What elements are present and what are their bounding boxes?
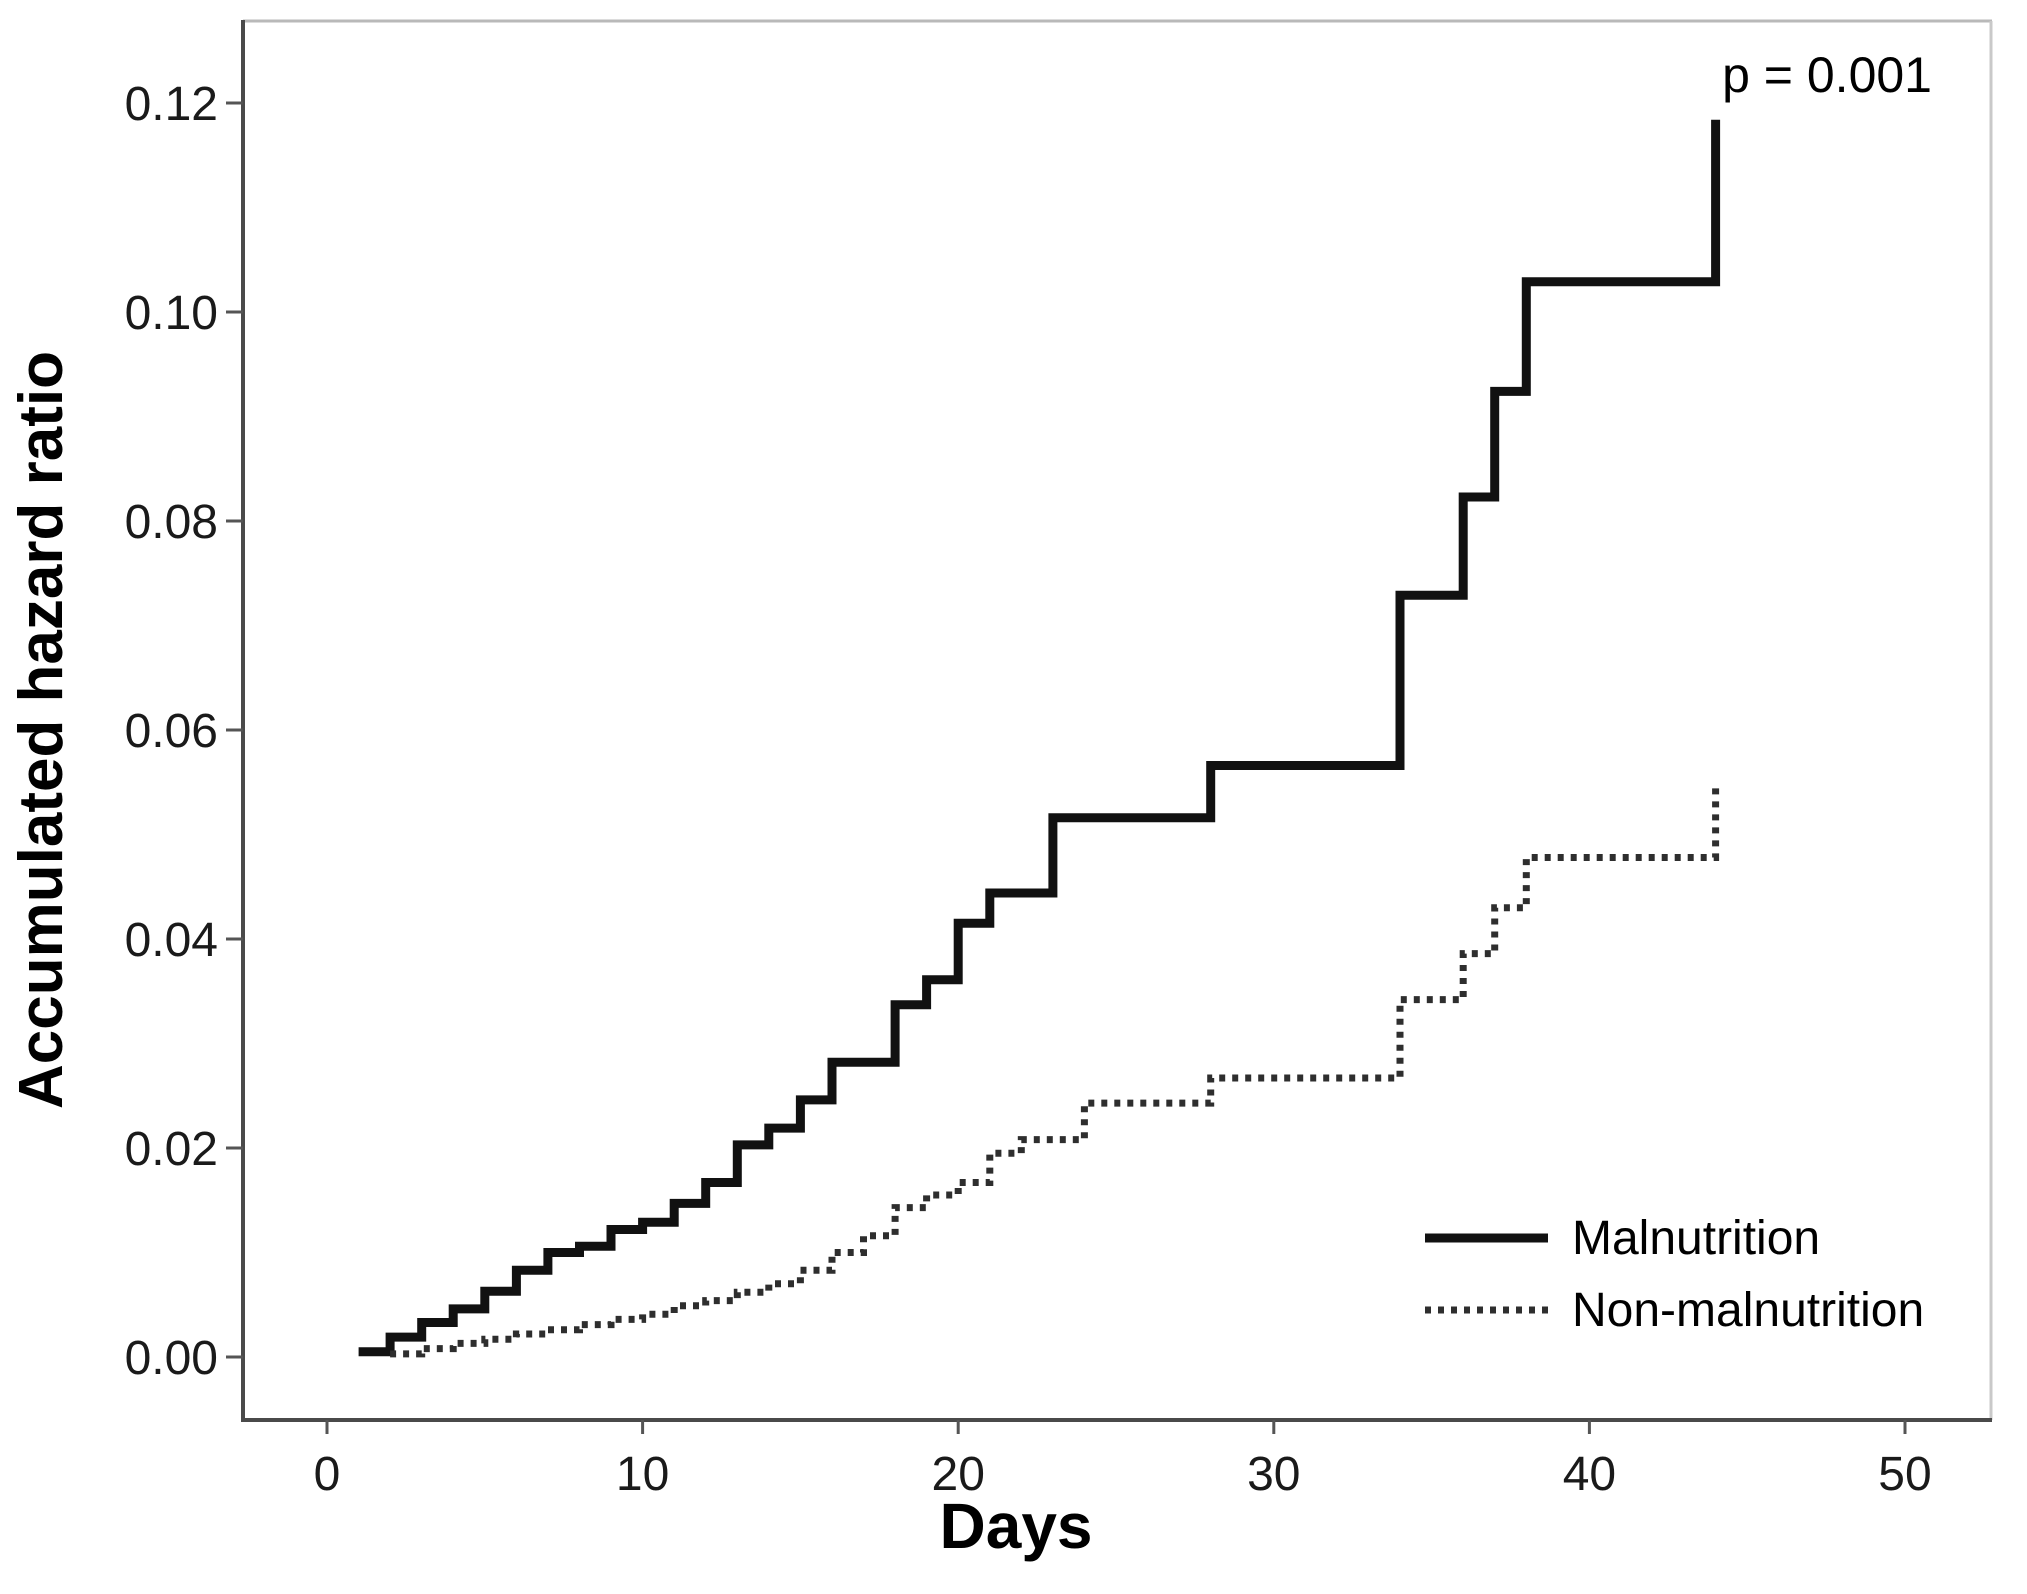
y-tick-label: 0.04: [125, 914, 218, 967]
p-value-annotation: p = 0.001: [1722, 47, 1932, 103]
x-axis-title: Days: [940, 1490, 1093, 1562]
x-tick-label: 20: [932, 1448, 985, 1501]
curve-non-malnutrition: [390, 785, 1720, 1358]
y-tick-label: 0.10: [125, 287, 218, 340]
x-axis-ticks: 0 10 20 30 40 50: [314, 1420, 1932, 1501]
y-tick-label: 0.00: [125, 1332, 218, 1385]
hazard-curves: [358, 119, 1721, 1358]
plot-frame: [241, 19, 1993, 1422]
legend: Malnutrition Non-malnutrition: [1425, 1212, 1924, 1337]
curve-malnutrition: [358, 119, 1721, 1357]
y-tick-label: 0.08: [125, 496, 218, 549]
x-tick-label: 40: [1563, 1448, 1616, 1501]
y-axis-title: Accumulated hazard ratio: [7, 351, 76, 1109]
x-tick-label: 0: [314, 1448, 341, 1501]
legend-label-malnutrition: Malnutrition: [1572, 1212, 1820, 1265]
x-tick-label: 10: [616, 1448, 669, 1501]
x-tick-label: 50: [1878, 1448, 1931, 1501]
y-tick-label: 0.06: [125, 705, 218, 758]
y-tick-label: 0.02: [125, 1123, 218, 1176]
y-axis-ticks: 0.00 0.02 0.04 0.06 0.08 0.10 0.12: [125, 78, 243, 1385]
legend-label-non-malnutrition: Non-malnutrition: [1572, 1284, 1924, 1337]
y-tick-label: 0.12: [125, 78, 218, 131]
x-tick-label: 30: [1247, 1448, 1300, 1501]
